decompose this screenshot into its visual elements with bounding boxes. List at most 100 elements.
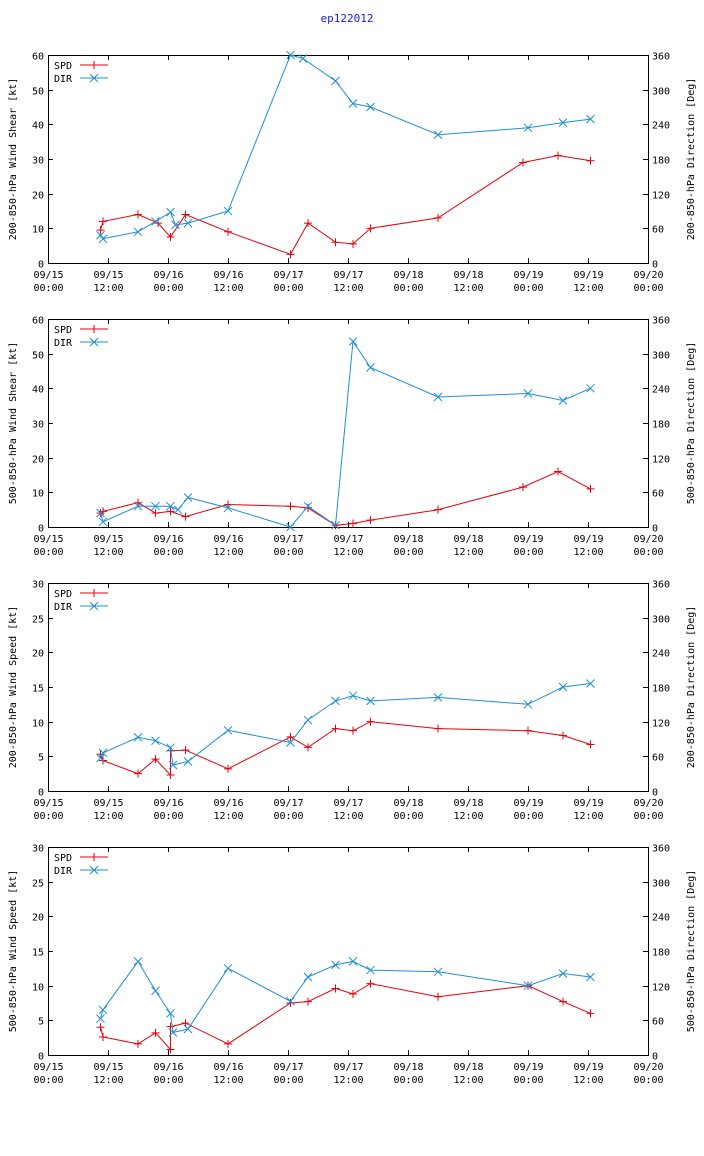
y2-tick-label: 0: [652, 1052, 658, 1063]
data-point-dir: [151, 217, 160, 226]
y-tick-label: 10: [32, 983, 44, 994]
x-tick-time-label: 00:00: [273, 1075, 303, 1086]
data-point-dir: [348, 691, 358, 701]
y2-tick-label: 120: [652, 455, 670, 466]
x-tick-time-label: 00:00: [393, 547, 423, 558]
y2-tick-label: 120: [652, 191, 670, 202]
y-tick-label: 30: [32, 844, 44, 855]
y-tick-label: 40: [32, 121, 44, 132]
y-tick-label: 10: [32, 489, 44, 500]
data-point-dir: [168, 1028, 178, 1037]
series-spd: [96, 467, 595, 530]
data-point-dir: [286, 996, 295, 1006]
data-point-spd: [224, 1039, 232, 1048]
data-point-dir: [586, 679, 595, 688]
series-line-spd: [100, 721, 591, 777]
x-tick-time-label: 12:00: [213, 547, 243, 558]
data-point-spd: [181, 1019, 190, 1028]
y2-tick-label: 180: [652, 420, 670, 431]
data-point-dir: [98, 517, 108, 527]
x-tick-time-label: 00:00: [153, 811, 183, 822]
x-tick-date-label: 09/17: [273, 798, 303, 809]
data-point-dir: [133, 732, 143, 742]
x-tick-time-label: 00:00: [33, 1075, 63, 1086]
x-tick-date-label: 09/19: [573, 534, 603, 545]
data-point-spd: [134, 769, 142, 778]
legend-marker-spd: [90, 853, 98, 861]
x-tick-time-label: 00:00: [33, 283, 63, 294]
data-point-dir: [523, 981, 533, 991]
series-spd: [96, 151, 595, 259]
x-tick-date-label: 09/16: [153, 270, 183, 281]
data-point-spd: [224, 227, 232, 236]
data-point-dir: [433, 392, 443, 402]
data-point-spd: [154, 219, 162, 228]
y-tick-label: 10: [32, 225, 44, 236]
data-point-dir: [96, 753, 105, 763]
x-tick-date-label: 09/16: [213, 534, 243, 545]
series-line-spd: [100, 154, 591, 255]
x-tick-time-label: 12:00: [573, 547, 603, 558]
data-point-dir: [348, 337, 358, 346]
data-point-dir: [348, 99, 358, 108]
data-point-dir: [558, 682, 568, 692]
y2-axis-title: 200-850-hPa Direction [Deg]: [686, 606, 697, 769]
data-point-dir: [183, 1024, 193, 1034]
data-point-spd: [331, 238, 340, 247]
data-point-spd: [586, 740, 595, 749]
data-point-spd: [286, 250, 295, 259]
x-tick-date-label: 09/15: [93, 798, 123, 809]
data-point-dir: [133, 501, 143, 511]
series-line-dir: [100, 683, 591, 766]
legend-marker-dir: [89, 865, 99, 875]
series-line-spd: [100, 470, 591, 526]
data-point-spd: [134, 1039, 142, 1048]
data-point-dir: [183, 218, 193, 228]
x-tick-date-label: 09/19: [513, 1062, 543, 1073]
y-tick-label: 15: [32, 948, 44, 959]
x-tick-time-label: 12:00: [333, 811, 363, 822]
x-tick-date-label: 09/19: [513, 534, 543, 545]
data-point-spd: [366, 516, 375, 525]
x-tick-time-label: 12:00: [93, 283, 123, 294]
x-tick-date-label: 09/19: [513, 798, 543, 809]
data-point-dir: [166, 1009, 175, 1018]
y-tick-label: 25: [32, 879, 44, 890]
y2-tick-label: 240: [652, 385, 670, 396]
data-point-spd: [166, 771, 175, 780]
y2-tick-label: 180: [652, 684, 670, 695]
x-tick-time-label: 00:00: [633, 811, 663, 822]
data-point-spd: [366, 717, 375, 726]
y2-tick-label: 0: [652, 524, 658, 535]
data-point-dir: [168, 760, 178, 770]
series-dir: [96, 337, 595, 532]
legend-marker-spd: [90, 589, 98, 597]
data-point-spd: [586, 156, 595, 165]
data-point-dir: [303, 972, 313, 982]
data-point-dir: [166, 743, 175, 753]
x-tick-time-label: 00:00: [633, 1075, 663, 1086]
legend-label-spd: SPD: [54, 589, 72, 600]
x-tick-time-label: 00:00: [273, 547, 303, 558]
y2-tick-label: 300: [652, 615, 670, 626]
chart-panel-2: 09/15 00:00 09/15 12:00 09/16 00:00 09/16 12:00…: [8, 316, 697, 559]
x-tick-time-label: 12:00: [573, 811, 603, 822]
data-point-spd: [134, 498, 142, 507]
data-point-dir: [298, 54, 308, 63]
x-tick-date-label: 09/17: [333, 798, 363, 809]
x-tick-time-label: 00:00: [513, 811, 543, 822]
data-point-spd: [349, 989, 357, 998]
x-tick-time-label: 12:00: [333, 283, 363, 294]
data-point-dir: [331, 76, 340, 86]
x-tick-date-label: 09/15: [93, 270, 123, 281]
data-point-dir: [586, 972, 595, 982]
y2-tick-label: 360: [652, 316, 670, 327]
x-tick-date-label: 09/16: [213, 270, 243, 281]
x-tick-date-label: 09/17: [333, 270, 363, 281]
y-tick-label: 30: [32, 420, 44, 431]
y-tick-label: 5: [38, 753, 44, 764]
data-point-dir: [366, 363, 375, 372]
data-point-dir: [366, 965, 375, 975]
data-point-dir: [223, 503, 233, 513]
y2-tick-label: 60: [652, 489, 664, 500]
